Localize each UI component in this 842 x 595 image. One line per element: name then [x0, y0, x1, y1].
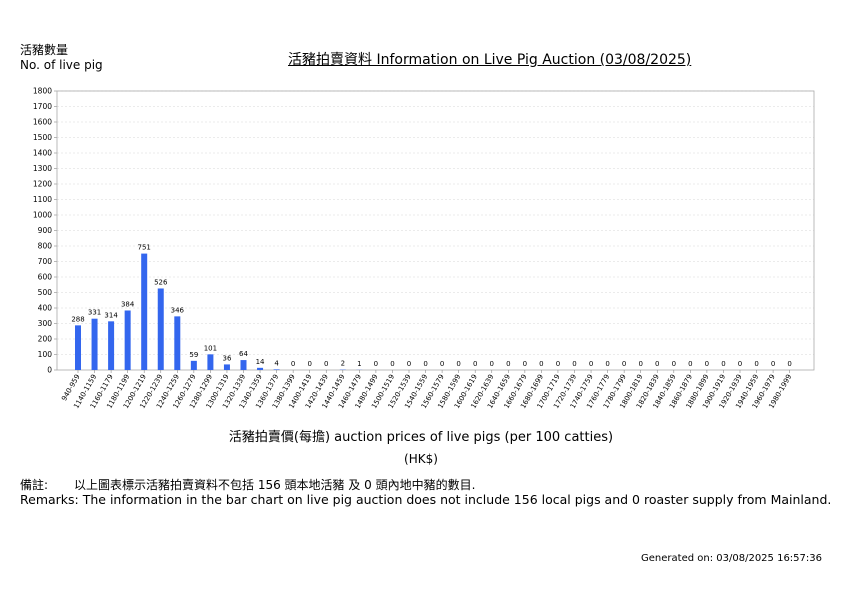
bar-value-label: 0: [638, 360, 642, 368]
bar-value-label: 0: [324, 360, 328, 368]
remarks-heading-chinese: 備註:: [20, 478, 49, 492]
bar-value-label: 0: [291, 360, 295, 368]
bar-value-label: 0: [407, 360, 411, 368]
bar-value-label: 0: [705, 360, 709, 368]
bar-value-label: 0: [672, 360, 676, 368]
bar-value-label: 0: [456, 360, 460, 368]
y-tick-label: 1500: [33, 133, 52, 142]
bar-value-label: 0: [490, 360, 494, 368]
bar-value-label: 4: [274, 359, 279, 367]
remarks-chinese: 以上圖表標示活豬拍賣資料不包括 156 頭本地活豬 及 0 頭內地中豬的數目.: [74, 478, 476, 492]
bar: [190, 360, 197, 370]
bar-value-label: 0: [374, 360, 378, 368]
bar-value-label: 0: [688, 360, 692, 368]
bar: [223, 364, 230, 370]
bar-value-label: 0: [771, 360, 775, 368]
bar: [207, 354, 214, 370]
bar: [75, 325, 81, 370]
bar-value-label: 36: [222, 354, 231, 362]
bar-value-label: 0: [440, 360, 444, 368]
bar-value-label: 0: [473, 360, 477, 368]
y-tick-label: 300: [38, 319, 53, 328]
bar-value-label: 64: [239, 350, 248, 358]
y-tick-label: 700: [38, 257, 53, 266]
y-tick-label: 100: [38, 350, 53, 359]
plot-area: [56, 90, 815, 371]
bar-value-label: 0: [423, 360, 427, 368]
bar: [141, 253, 148, 370]
bar-value-label: 0: [539, 360, 543, 368]
bar-value-label: 101: [204, 344, 217, 352]
bar-value-label: 14: [256, 358, 265, 366]
bar-value-label: 0: [572, 360, 576, 368]
bar: [257, 367, 264, 370]
bar-value-label: 2: [341, 360, 345, 368]
bar: [91, 318, 98, 370]
bar-value-label: 346: [171, 306, 185, 314]
bar-value-label: 0: [589, 360, 593, 368]
y-tick-label: 1600: [33, 118, 52, 127]
y-tick-label: 1300: [33, 164, 52, 173]
bar-value-label: 288: [71, 315, 84, 323]
y-tick-label: 1800: [33, 87, 52, 96]
y-tick-label: 1700: [33, 102, 52, 111]
bar-value-label: 0: [754, 360, 758, 368]
x-axis-label: 活豬拍賣價(每擔) auction prices of live pigs (p…: [228, 430, 614, 445]
y-tick-label: 1100: [33, 195, 52, 204]
y-tick-label: 900: [38, 226, 53, 235]
bar-value-label: 59: [189, 351, 198, 359]
bar-value-label: 0: [655, 360, 659, 368]
y-tick-label: 1000: [33, 211, 52, 220]
bar-value-label: 0: [523, 360, 527, 368]
bar: [174, 316, 181, 370]
y-tick-label: 600: [38, 273, 53, 282]
y-tick-label: 400: [38, 304, 53, 313]
y-tick-label: 0: [47, 366, 52, 375]
bar: [240, 360, 247, 370]
bar: [157, 288, 164, 370]
bar-value-label: 1: [357, 360, 361, 368]
bar-value-label: 0: [506, 360, 510, 368]
bar-value-label: 0: [622, 360, 626, 368]
bar-value-label: 331: [88, 309, 101, 317]
remarks-english: Remarks: The information in the bar char…: [20, 492, 832, 507]
y-axis-label-english: No. of live pig: [20, 58, 103, 72]
bar-value-label: 0: [787, 360, 791, 368]
generated-timestamp: Generated on: 03/08/2025 16:57:36: [641, 553, 822, 564]
bar: [273, 369, 280, 370]
bar-value-label: 526: [154, 278, 168, 286]
chart-title: 活豬拍賣資料 Information on Live Pig Auction (…: [288, 52, 692, 68]
bar: [124, 310, 131, 370]
y-tick-label: 1200: [33, 180, 52, 189]
bar-value-label: 0: [605, 360, 609, 368]
bar-value-label: 0: [556, 360, 560, 368]
y-tick-label: 1400: [33, 149, 52, 158]
bar-value-label: 0: [738, 360, 742, 368]
y-axis-label-chinese: 活豬數量: [20, 43, 69, 57]
bar: [108, 321, 115, 370]
y-tick-label: 800: [38, 242, 53, 251]
y-tick-label: 500: [38, 288, 53, 297]
y-tick-label: 200: [38, 335, 53, 344]
bar-value-label: 0: [721, 360, 725, 368]
bar-value-label: 0: [307, 360, 311, 368]
bar-value-label: 314: [104, 311, 118, 319]
bar-value-label: 0: [390, 360, 394, 368]
bar-value-label: 384: [121, 300, 135, 308]
currency-unit: (HK$): [404, 452, 438, 466]
bar-value-label: 751: [138, 244, 151, 252]
